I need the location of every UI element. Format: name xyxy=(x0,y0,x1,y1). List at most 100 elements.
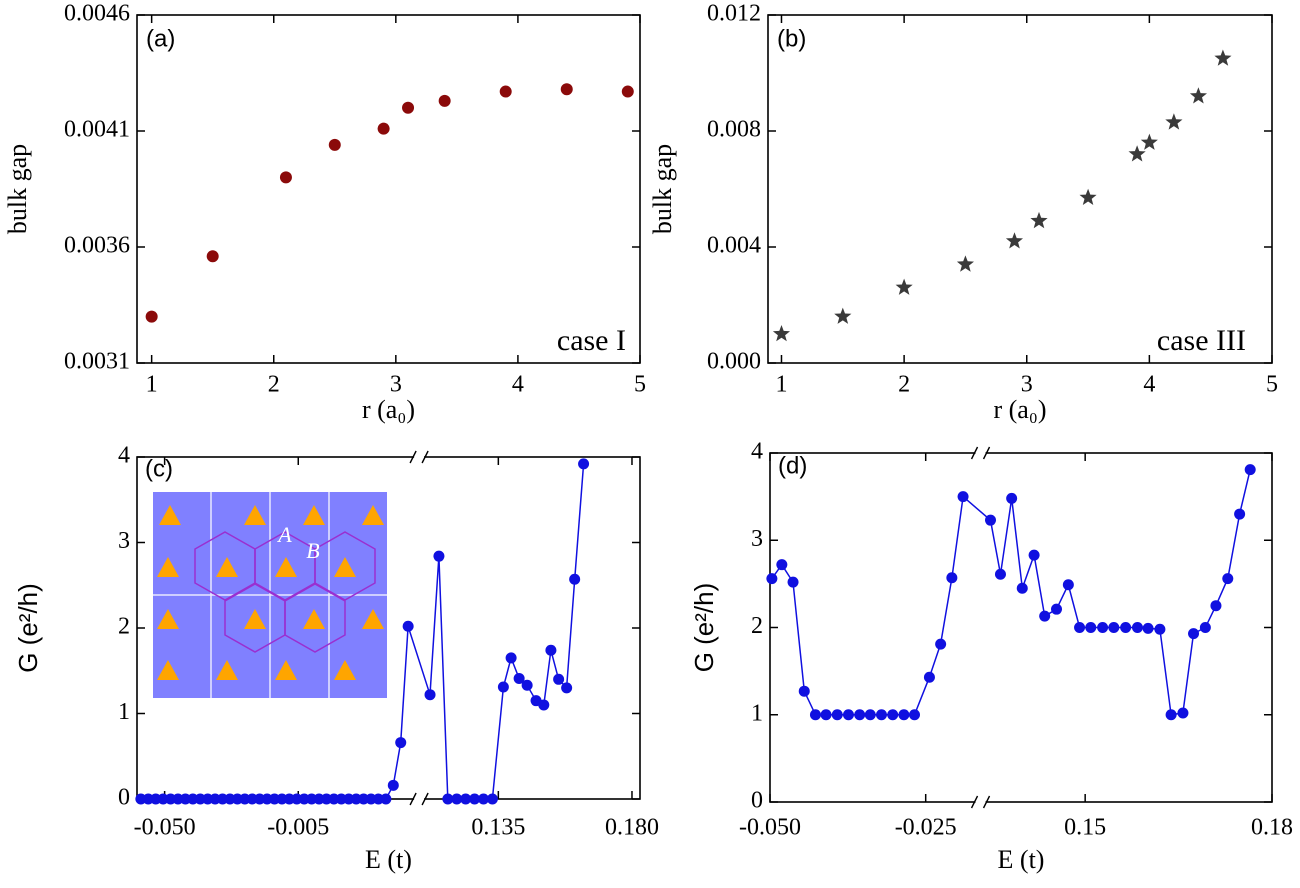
data-point xyxy=(1097,622,1109,633)
data-point xyxy=(328,138,341,151)
data-point xyxy=(553,673,565,685)
data-point xyxy=(1028,549,1040,561)
x-axis-label: E (t) xyxy=(998,845,1045,874)
data-point xyxy=(477,793,489,805)
axis-break xyxy=(421,792,429,806)
axis-break xyxy=(970,446,979,460)
data-point xyxy=(772,325,790,342)
y-axis-label: G (e²/h) xyxy=(689,583,719,673)
x-tick-label: 2 xyxy=(268,372,280,398)
data-point xyxy=(1006,492,1018,504)
data-point xyxy=(1165,113,1183,130)
axis-break xyxy=(970,795,979,809)
data-point xyxy=(545,644,557,656)
x-tick-label: 3 xyxy=(390,372,402,398)
data-point xyxy=(887,709,899,721)
axis-break-gap xyxy=(414,797,425,801)
axis-break-gap xyxy=(975,800,986,804)
data-point xyxy=(1177,707,1189,719)
data-point xyxy=(1154,623,1166,635)
data-point xyxy=(521,679,533,691)
axis-frame xyxy=(136,14,641,364)
y-axis-label: bulk gap xyxy=(3,144,32,234)
x-tick-label: 1 xyxy=(146,372,158,398)
data-point xyxy=(469,793,481,805)
data-point xyxy=(946,572,958,584)
data-point xyxy=(279,171,292,184)
data-point xyxy=(377,122,390,135)
x-tick-label: 0.15 xyxy=(1064,815,1106,841)
data-point xyxy=(898,709,910,721)
data-point xyxy=(875,709,887,721)
annotation: case III xyxy=(1157,324,1246,357)
y-tick-label: 2 xyxy=(118,614,130,640)
data-point xyxy=(1210,600,1222,612)
data-point xyxy=(395,737,407,749)
x-tick-label: -0.005 xyxy=(267,815,329,841)
data-point xyxy=(956,255,974,272)
panel: 0 1 2 3 4 -0.050 -0.025 0.15 0.18 E (t) G (e²/h) (d… xyxy=(689,439,1293,874)
inset-triangles xyxy=(157,505,384,680)
data-point xyxy=(387,779,399,791)
panel: 0 1 2 3 4 -0.050 -0.005 0.135 0.180 E (t) G (e²/h)… xyxy=(13,443,659,874)
x-tick-label: 5 xyxy=(634,372,646,398)
x-tick-label: -0.025 xyxy=(895,815,957,841)
y-tick-label: 0.0041 xyxy=(64,117,130,143)
inset-label: B xyxy=(306,538,319,563)
data-point xyxy=(1244,464,1256,476)
inset-hexagons xyxy=(194,531,376,653)
data-point xyxy=(380,793,392,805)
data-point xyxy=(1039,610,1051,622)
data-point xyxy=(776,559,788,571)
x-tick-label: 2 xyxy=(898,372,910,398)
data-point xyxy=(957,491,969,503)
axis-break xyxy=(409,450,417,464)
data-point xyxy=(1140,133,1158,150)
data-point xyxy=(402,620,414,632)
axis-break-gap xyxy=(414,455,425,459)
data-point xyxy=(809,709,821,721)
panel: 0.0031 0.0036 0.0041 0.0046 1 2 3 4 5 r (a₀) bulk … xyxy=(3,1,646,424)
data-point xyxy=(538,699,550,711)
data-point xyxy=(497,681,509,693)
x-tick-label: 4 xyxy=(512,372,524,398)
data-point xyxy=(908,709,920,721)
y-tick-label: 0.000 xyxy=(707,349,761,375)
data-point xyxy=(460,793,472,805)
inset-label: A xyxy=(276,522,292,547)
y-tick-label: 2 xyxy=(751,613,763,639)
x-tick-label: 0.180 xyxy=(605,815,659,841)
y-axis-label: G (e²/h) xyxy=(13,583,43,673)
y-tick-label: 4 xyxy=(118,443,130,469)
y-tick-label: 3 xyxy=(751,526,763,552)
data-point xyxy=(1199,622,1211,633)
data-point xyxy=(1142,622,1154,634)
axis-break xyxy=(421,450,429,464)
data-point xyxy=(513,672,525,684)
data-point xyxy=(834,307,852,324)
data-point xyxy=(854,709,866,721)
data-point xyxy=(864,709,876,721)
data-point xyxy=(985,514,997,526)
y-tick-label: 0 xyxy=(118,785,130,811)
data-point xyxy=(145,310,158,323)
data-point xyxy=(1074,622,1086,633)
data-point xyxy=(935,638,947,650)
data-point xyxy=(424,689,436,701)
data-point xyxy=(433,550,445,562)
data-point xyxy=(842,709,854,721)
data-point xyxy=(766,573,778,585)
data-point xyxy=(578,458,590,470)
data-point xyxy=(1128,145,1146,162)
data-point xyxy=(561,682,573,694)
data-point xyxy=(438,94,451,107)
x-tick-label: -0.050 xyxy=(134,815,196,841)
data-point xyxy=(569,573,581,585)
axis-frame xyxy=(769,452,1273,803)
data-point xyxy=(1165,709,1177,721)
x-tick-label: 1 xyxy=(775,372,787,398)
x-tick-label: 5 xyxy=(1266,372,1278,398)
data-point xyxy=(486,793,498,805)
y-tick-label: 0.0031 xyxy=(64,349,130,375)
x-tick-label: 0.135 xyxy=(471,815,525,841)
